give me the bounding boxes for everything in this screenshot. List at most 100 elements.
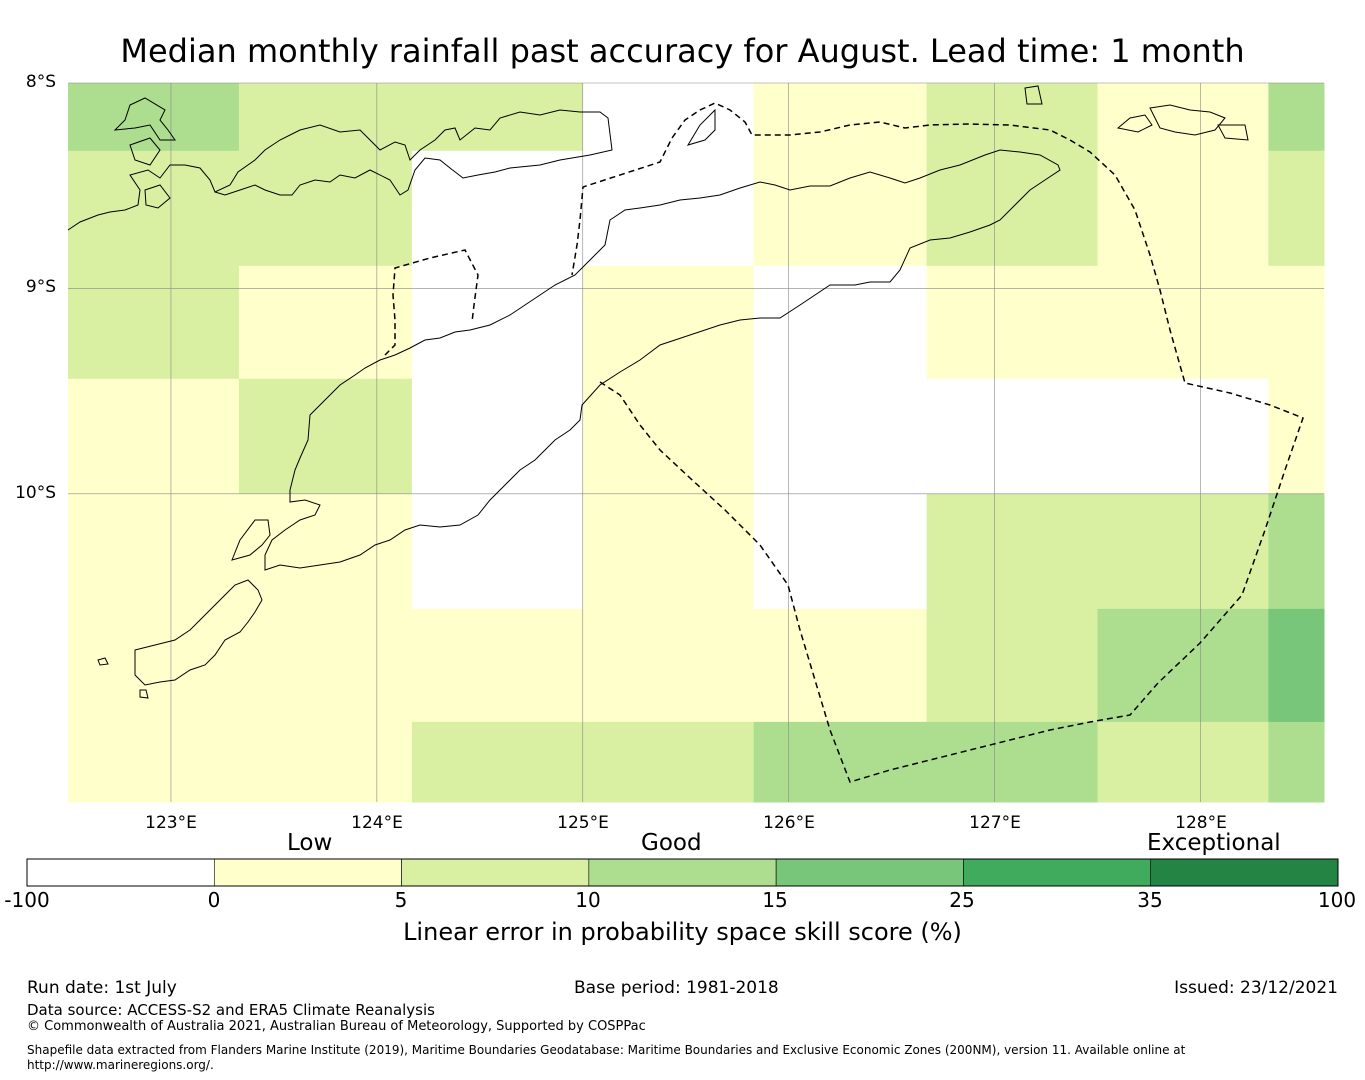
colorbar-bin	[213, 858, 402, 887]
skill-cell	[753, 83, 928, 152]
colorbar-tick: 5	[394, 888, 408, 912]
coastline-island-wetar	[1149, 104, 1226, 136]
skill-cell	[926, 83, 1099, 152]
skill-cell	[926, 721, 1099, 803]
skill-grid-cells	[68, 83, 1325, 803]
skill-cell	[926, 265, 1099, 380]
coastline-island-c	[144, 184, 171, 209]
skill-cell	[582, 721, 755, 803]
coastline-island-sumba	[134, 579, 263, 686]
skill-cell	[926, 378, 1099, 495]
skill-cell	[411, 721, 584, 803]
coastline-island-a	[113, 97, 176, 141]
skill-cell	[68, 150, 240, 267]
lon-label-123e: 123°E	[145, 813, 197, 833]
skill-cell	[582, 265, 755, 380]
skill-cell	[68, 493, 240, 610]
coastline-timor	[264, 149, 1061, 571]
skill-cell	[238, 493, 413, 610]
colorbar-tick: 0	[207, 888, 221, 912]
colorbar-bin	[26, 858, 215, 887]
map-title: Median monthly rainfall past accuracy fo…	[120, 32, 1245, 70]
skill-cell	[1268, 493, 1325, 610]
colorbar-label: Linear error in probability space skill …	[403, 918, 962, 946]
skill-cell	[582, 83, 755, 152]
maritime-boundary	[384, 102, 1304, 783]
skill-cell	[411, 83, 584, 152]
colorbar-bin	[588, 858, 777, 887]
colorbar	[26, 858, 1339, 887]
colorbar-tick: -100	[4, 888, 50, 912]
skill-cell	[926, 608, 1099, 723]
lat-label-8s: 8°S	[25, 72, 56, 92]
skill-cell	[753, 608, 928, 723]
skill-cell	[68, 83, 240, 152]
skill-cell	[68, 265, 240, 380]
colorbar-tick: 15	[762, 888, 788, 912]
skill-cell	[1097, 493, 1269, 610]
skill-cell	[238, 378, 413, 495]
coastline-island-e3	[1024, 85, 1043, 105]
skill-cell	[68, 378, 240, 495]
category-exceptional: Exceptional	[1147, 830, 1281, 856]
coastline-flores	[67, 109, 613, 231]
skill-cell	[1268, 265, 1325, 380]
shapefile-url: http://www.marineregions.org/.	[27, 1058, 214, 1072]
colorbar-tick: 35	[1137, 888, 1163, 912]
skill-cell	[1097, 265, 1269, 380]
skill-cell	[1268, 608, 1325, 723]
lon-label-127e: 127°E	[969, 813, 1021, 833]
skill-cell	[926, 150, 1099, 267]
colorbar-bin	[775, 858, 964, 887]
skill-cell	[1097, 378, 1269, 495]
skill-cell	[68, 608, 240, 723]
skill-cell	[582, 150, 755, 267]
lat-label-10s: 10°S	[15, 483, 56, 503]
issued-date: Issued: 23/12/2021	[1174, 978, 1338, 998]
skill-cell	[238, 608, 413, 723]
skill-cell	[582, 378, 755, 495]
coastline-island-small1	[97, 657, 109, 666]
skill-cell	[1097, 83, 1269, 152]
skill-cell	[1097, 150, 1269, 267]
shapefile-credit: Shapefile data extracted from Flanders M…	[27, 1043, 1186, 1057]
colorbar-frame	[26, 858, 1339, 887]
skill-cell	[238, 721, 413, 803]
skill-cell	[1268, 721, 1325, 803]
skill-cell	[1268, 83, 1325, 152]
maritime-boundary-east	[571, 102, 1304, 783]
skill-cell	[411, 378, 584, 495]
skill-cell	[1268, 150, 1325, 267]
coastline-island-alor	[686, 108, 716, 146]
data-source: Data source: ACCESS-S2 and ERA5 Climate …	[27, 1001, 435, 1019]
coastline-island-small2	[139, 689, 149, 699]
skill-cell	[582, 493, 755, 610]
skill-cell	[411, 493, 584, 610]
skill-cell	[753, 150, 928, 267]
skill-cell	[411, 150, 584, 267]
skill-cell	[411, 265, 584, 380]
coastline-island-b	[129, 137, 161, 166]
skill-cell	[411, 608, 584, 723]
run-date: Run date: 1st July	[27, 978, 177, 998]
skill-map	[67, 82, 1325, 803]
coastline-island-e2	[1217, 124, 1249, 141]
coastline-island-savu	[231, 519, 271, 561]
colorbar-bin	[963, 858, 1152, 887]
skill-cell	[1097, 608, 1269, 723]
lon-label-124e: 124°E	[351, 813, 403, 833]
lon-label-128e: 128°E	[1175, 813, 1227, 833]
colorbar-bin	[401, 858, 590, 887]
coastlines	[67, 85, 1249, 699]
lon-label-125e: 125°E	[557, 813, 609, 833]
skill-cell	[926, 493, 1099, 610]
category-good: Good	[641, 830, 702, 856]
skill-cell	[753, 721, 928, 803]
skill-cell	[238, 265, 413, 380]
coastline-island-e1	[1116, 114, 1153, 133]
copyright: © Commonwealth of Australia 2021, Austra…	[27, 1019, 646, 1034]
graticule-lines	[68, 82, 1324, 802]
skill-cell	[753, 265, 928, 380]
skill-cell	[68, 721, 240, 803]
skill-cell	[238, 150, 413, 267]
